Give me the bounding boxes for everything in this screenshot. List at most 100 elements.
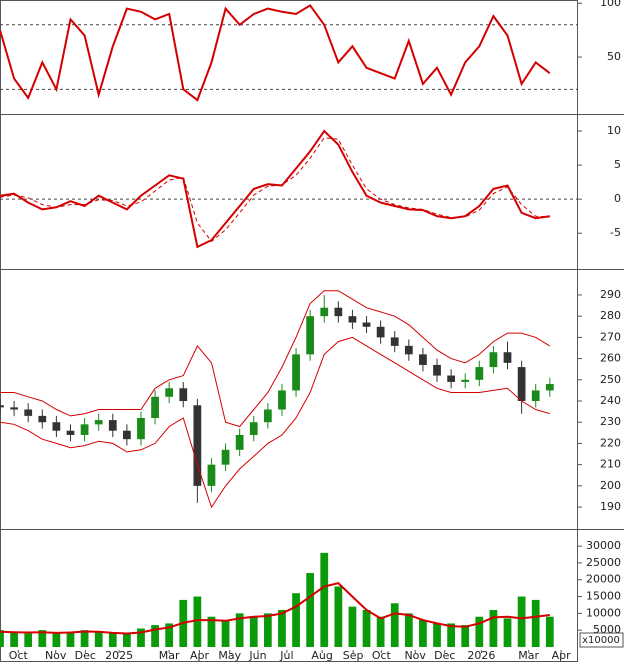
y-tick-label: 20000: [586, 573, 621, 586]
candle-body: [38, 415, 47, 423]
volume-bar: [489, 609, 498, 647]
volume-bar: [306, 573, 315, 647]
candle-body: [292, 354, 300, 391]
plot-frame: [0, 0, 578, 662]
volume-bar: [249, 616, 258, 647]
series-line: [0, 290, 551, 428]
candle-body: [24, 409, 33, 416]
x-tick-label: Oct: [9, 649, 29, 662]
series-line: [0, 137, 550, 243]
volume-bar: [348, 606, 357, 647]
y-tick-label: 280: [600, 309, 621, 322]
y-tick-label: 200: [600, 479, 621, 492]
candle-body: [123, 430, 131, 440]
x-tick-label: Sep: [343, 649, 364, 662]
y-tick-label: 10: [607, 124, 621, 137]
candle-body: [263, 409, 272, 423]
x-tick-label: Aug: [311, 649, 332, 662]
volume-bar: [292, 593, 300, 647]
volume-bar: [362, 609, 371, 647]
y-tick-label: 250: [600, 373, 621, 386]
unit-label: x10000: [582, 635, 620, 646]
y-tick-label: 10000: [586, 606, 621, 619]
y-tick-label: 240: [600, 394, 621, 407]
volume-bar: [66, 631, 75, 647]
x-tick-label: Mar: [518, 649, 539, 662]
volume-bar: [320, 552, 329, 647]
candle-body: [419, 354, 427, 365]
volume-bar: [419, 620, 427, 647]
volume-bar: [38, 630, 47, 647]
x-tick-label: Apr: [190, 649, 210, 662]
series-line: [0, 4, 551, 102]
candle-body: [545, 384, 554, 391]
candle-body: [334, 307, 343, 317]
candle-body: [320, 307, 329, 317]
volume-bar: [0, 630, 4, 647]
candle-body: [348, 316, 357, 323]
y-tick-label: 0: [614, 192, 621, 205]
candle-body: [278, 390, 286, 410]
x-tick-label: 2025: [105, 649, 133, 662]
candle-body: [221, 449, 230, 465]
candle-body: [461, 379, 470, 382]
series-line: [0, 581, 550, 635]
volume-bar: [334, 586, 343, 647]
candle-body: [376, 326, 385, 338]
candle-body: [80, 424, 89, 435]
volume-bar: [263, 613, 272, 647]
y-tick-label: 220: [600, 436, 621, 449]
candle-body: [503, 352, 512, 363]
series-line: [0, 336, 550, 509]
candle-body: [433, 364, 441, 376]
series-line: [0, 129, 550, 249]
volume-bar: [207, 616, 216, 647]
candle-body: [362, 322, 371, 327]
volume-bar: [94, 631, 103, 647]
x-tick-label: Nov: [404, 649, 426, 662]
x-tick-label: Dec: [75, 649, 96, 662]
candle-body: [207, 464, 216, 486]
volume-bar: [433, 623, 441, 647]
volume-bar: [545, 616, 554, 647]
x-tick-label: Mar: [159, 649, 180, 662]
volume-bar: [475, 616, 484, 647]
y-tick-label: 100: [600, 0, 621, 9]
candle-body: [52, 422, 61, 431]
y-tick-label: 190: [600, 500, 621, 513]
y-tick-label: 50: [607, 50, 621, 63]
volume-bar: [24, 633, 33, 647]
volume-bar: [137, 628, 145, 647]
volume-bar: [193, 596, 202, 647]
volume-bar: [123, 633, 131, 647]
y-tick-label: 5: [614, 158, 621, 171]
volume-bar: [235, 613, 244, 647]
volume-bar: [461, 625, 470, 647]
candle-body: [151, 396, 159, 418]
volume-bar: [221, 620, 230, 647]
y-tick-label: 25000: [586, 556, 621, 569]
volume-bar: [447, 623, 455, 647]
y-tick-label: 210: [600, 458, 621, 471]
volume-bar: [376, 616, 385, 647]
candle-body: [165, 388, 174, 397]
candle-body: [447, 375, 455, 382]
candle-body: [531, 390, 540, 402]
y-tick-label: -5: [610, 226, 621, 239]
volume-bar: [278, 609, 286, 647]
volume-bar: [165, 623, 174, 647]
volume-bar: [10, 631, 18, 647]
volume-bar: [151, 625, 159, 647]
candle-body: [0, 405, 4, 408]
y-tick-label: 230: [600, 415, 621, 428]
candle-body: [249, 422, 258, 435]
x-tick-label: Jul: [279, 649, 293, 662]
x-tick-label: Oct: [372, 649, 392, 662]
x-tick-label: Nov: [45, 649, 67, 662]
x-tick-label: 2026: [467, 649, 495, 662]
candle-body: [517, 367, 526, 402]
candle-body: [108, 420, 117, 431]
candle-body: [390, 337, 399, 346]
candle-body: [66, 430, 75, 435]
candle-body: [489, 352, 498, 368]
